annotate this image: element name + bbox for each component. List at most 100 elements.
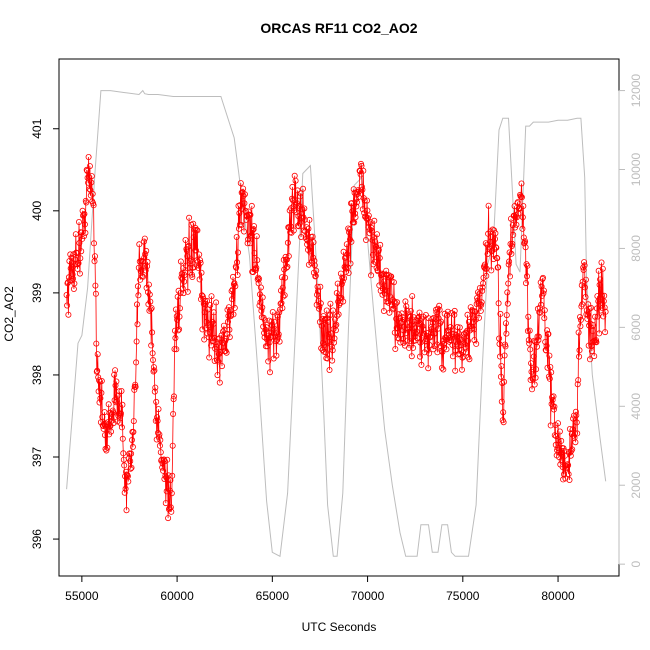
co2-point <box>76 239 83 246</box>
co2-point <box>572 439 579 446</box>
co2-point <box>176 313 183 320</box>
co2-point <box>139 273 146 280</box>
co2-point <box>313 267 320 274</box>
co2-point <box>330 339 337 346</box>
co2-point <box>473 340 480 347</box>
co2-point <box>143 247 150 254</box>
co2-point <box>184 288 191 295</box>
x-tick-label: 60000 <box>160 589 194 603</box>
co2-point <box>333 321 340 328</box>
co2-point <box>531 381 538 388</box>
x-tick-label: 55000 <box>65 589 99 603</box>
co2-point <box>297 190 304 197</box>
co2-point <box>483 272 490 279</box>
co2-point <box>311 262 318 269</box>
co2-point <box>225 304 232 311</box>
co2-point <box>329 347 336 354</box>
co2-point <box>373 231 380 238</box>
co2-point <box>297 193 304 200</box>
co2-point <box>413 328 420 335</box>
co2-point <box>418 361 425 368</box>
co2-point <box>233 233 240 240</box>
co2-point <box>267 333 274 340</box>
co2-point <box>601 304 608 311</box>
co2-point <box>67 265 74 272</box>
co2-point <box>157 436 164 443</box>
co2-point <box>162 500 169 507</box>
co2-point <box>135 292 142 299</box>
co2-point <box>408 353 415 360</box>
y-axis: 396 397 398 399 400 401 <box>30 118 60 549</box>
co2-point <box>443 312 450 319</box>
co2-point <box>513 214 520 221</box>
co2-point <box>524 262 531 269</box>
co2-point <box>498 362 505 369</box>
co2-point <box>133 359 140 366</box>
co2-point <box>181 278 188 285</box>
co2-point <box>125 478 132 485</box>
co2-point <box>499 380 506 387</box>
co2-series-points <box>63 153 609 522</box>
co2-point <box>142 267 149 274</box>
co2-point <box>565 462 572 469</box>
co2-point <box>296 220 303 227</box>
co2-point <box>68 254 75 261</box>
co2-point <box>236 210 243 217</box>
co2-point <box>479 284 486 291</box>
co2-point <box>602 308 609 315</box>
co2-point <box>112 382 119 389</box>
co2-point <box>353 199 360 206</box>
co2-point <box>429 315 436 322</box>
co2-point <box>416 353 423 360</box>
co2-point <box>76 270 83 277</box>
co2-point <box>322 349 329 356</box>
co2-point <box>403 303 410 310</box>
co2-point <box>541 307 548 314</box>
co2-point <box>534 343 541 350</box>
co2-point <box>505 280 512 287</box>
co2-point <box>251 250 258 257</box>
co2-point <box>537 309 544 316</box>
co2-point <box>597 276 604 283</box>
co2-point <box>459 349 466 356</box>
co2-point <box>484 250 491 257</box>
co2-point <box>301 216 308 223</box>
co2-point <box>545 330 552 337</box>
co2-point <box>504 289 511 296</box>
co2-point <box>274 313 281 320</box>
co2-point <box>405 344 412 351</box>
co2-point <box>345 269 352 276</box>
co2-point <box>197 259 204 266</box>
co2-point <box>215 358 222 365</box>
co2-point <box>144 263 151 270</box>
co2-point <box>164 456 171 463</box>
co2-point <box>108 411 115 418</box>
co2-point <box>94 351 101 358</box>
co2-point <box>540 274 547 281</box>
co2-point <box>199 326 206 333</box>
co2-point <box>128 450 135 457</box>
co2-point <box>579 278 586 285</box>
co2-point <box>92 282 99 289</box>
co2-point <box>88 179 95 186</box>
co2-point <box>533 339 540 346</box>
co2-point <box>213 357 220 364</box>
co2-point <box>312 273 319 280</box>
co2-point <box>85 179 92 186</box>
co2-point <box>171 327 178 334</box>
co2-point <box>586 305 593 312</box>
co2-point <box>506 273 513 280</box>
co2-point <box>437 318 444 325</box>
co2-point <box>321 341 328 348</box>
co2-point <box>467 304 474 311</box>
co2-point <box>340 298 347 305</box>
co2-point <box>589 327 596 334</box>
co2-point <box>273 352 280 359</box>
co2-point <box>147 298 154 305</box>
co2-point <box>113 398 120 405</box>
co2-point <box>501 378 508 385</box>
co2-point <box>172 306 179 313</box>
co2-point <box>500 419 507 426</box>
co2-point <box>414 334 421 341</box>
co2-point <box>250 226 257 233</box>
